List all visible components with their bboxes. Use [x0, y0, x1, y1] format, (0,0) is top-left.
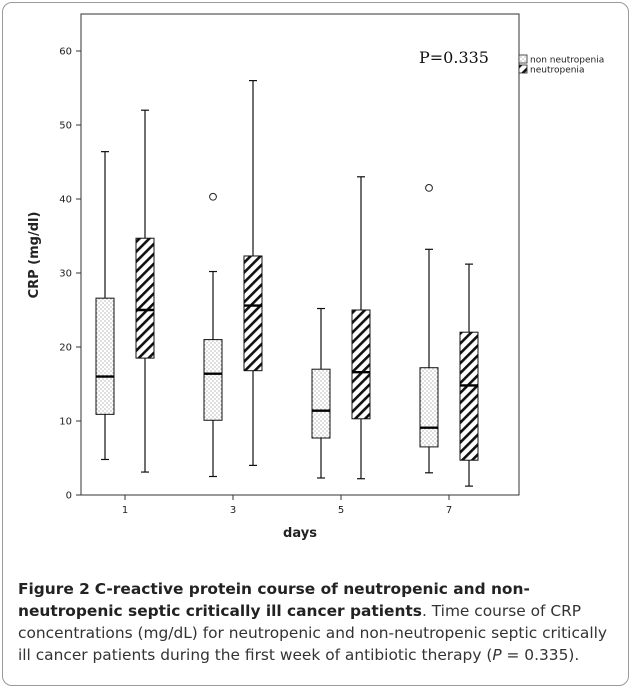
- y-tick-label: 30: [59, 269, 72, 280]
- y-tick-label: 40: [59, 195, 72, 206]
- box-body: [459, 331, 479, 461]
- box-0-0: [95, 151, 115, 461]
- x-tick-label: 5: [338, 505, 344, 516]
- caption-text-end: = 0.335).: [501, 646, 580, 664]
- x-axis: 1 3 5 7: [122, 495, 452, 516]
- box-body: [351, 309, 371, 420]
- box-body: [243, 255, 263, 372]
- box-1-1: [243, 79, 263, 466]
- box-1-0: [135, 109, 155, 473]
- legend-label-neutropenia: neutropenia: [530, 66, 584, 76]
- figure-label: Figure 2: [18, 580, 90, 598]
- figure-title: C-reactive protein course of neutropenic…: [18, 580, 530, 620]
- box-body: [419, 367, 439, 448]
- y-tick-label: 20: [59, 343, 72, 354]
- box-1-2: [351, 176, 371, 480]
- legend-label-non-neutropenia: non neutropenia: [530, 56, 604, 66]
- caption-p-symbol: P: [492, 646, 502, 664]
- figure-caption: Figure 2 C-reactive protein course of ne…: [18, 578, 616, 666]
- box-0-3: [419, 184, 439, 474]
- box-body: [135, 237, 155, 359]
- x-axis-label: days: [283, 526, 317, 541]
- caption-text: . Time course of CRP concentrations (mg/…: [18, 602, 608, 664]
- y-tick-label: 0: [66, 491, 72, 502]
- x-tick-label: 3: [230, 505, 236, 516]
- x-tick-label: 1: [122, 505, 128, 516]
- outlier-point: [425, 184, 433, 192]
- y-tick-label: 10: [59, 417, 72, 428]
- p-value-annotation: P=0.335: [419, 48, 489, 67]
- box-0-1: [203, 192, 223, 478]
- plot-frame: [80, 13, 520, 496]
- box-body: [203, 339, 223, 421]
- y-tick-label: 60: [59, 47, 72, 58]
- x-tick-label: 7: [446, 505, 452, 516]
- box-0-2: [311, 307, 331, 479]
- box-body: [95, 297, 115, 415]
- y-axis-label: CRP (mg/dl): [27, 212, 42, 299]
- y-tick-label: 50: [59, 121, 72, 132]
- legend: non neutropenia neutropenia: [518, 54, 604, 76]
- box-body: [311, 368, 331, 439]
- box-1-3: [459, 263, 479, 487]
- outlier-point: [209, 192, 217, 201]
- y-axis: 0 10 20 30 40 50 60: [59, 47, 81, 502]
- legend-swatch-neutropenia: [518, 64, 528, 74]
- boxplot-chart: 0 10 20 30 40 50 60 1 3 5 7 CRP (mg/dl) days P=0.…: [27, 13, 604, 541]
- legend-swatch-non-neutropenia: [518, 54, 528, 64]
- box-series: [95, 79, 479, 487]
